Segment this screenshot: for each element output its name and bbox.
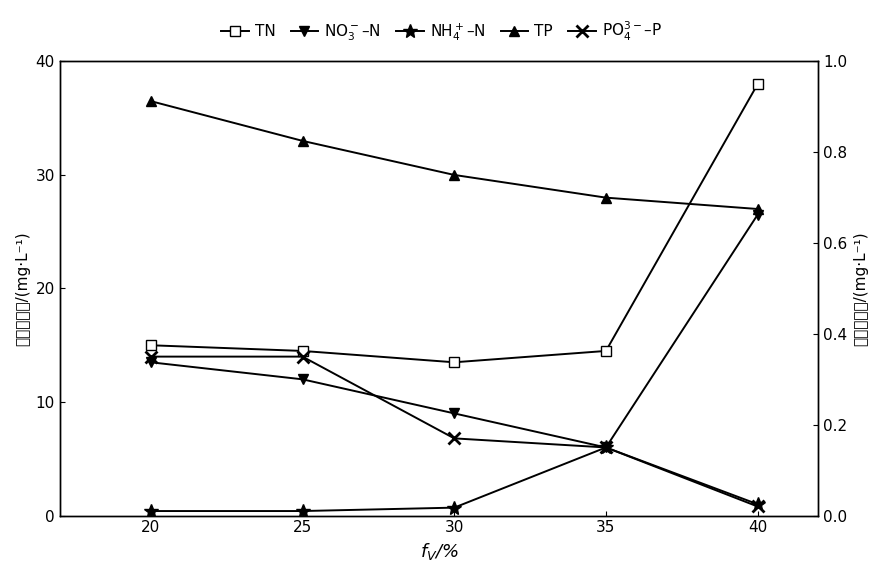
- NO$_3^-$–N: [449, 410, 459, 417]
- Line: NO$_3^-$–N: NO$_3^-$–N: [146, 210, 763, 452]
- NH$_4^+$–N: [449, 504, 459, 511]
- NO$_3^-$–N: [298, 376, 308, 383]
- TP: [449, 171, 459, 178]
- Y-axis label: 出水氮浓度/(mg·L⁻¹): 出水氮浓度/(mg·L⁻¹): [15, 231, 30, 346]
- PO$_4^{3-}$–P: [298, 353, 308, 360]
- NO$_3^-$–N: [600, 444, 611, 451]
- Y-axis label: 出水磷浓度/(mg·L⁻¹): 出水磷浓度/(mg·L⁻¹): [853, 231, 868, 346]
- Line: PO$_4^{3-}$–P: PO$_4^{3-}$–P: [145, 350, 764, 513]
- Line: TN: TN: [146, 79, 763, 367]
- TP: [752, 205, 763, 212]
- NH$_4^+$–N: [146, 508, 156, 515]
- PO$_4^{3-}$–P: [146, 353, 156, 360]
- TN: [449, 359, 459, 366]
- NH$_4^+$–N: [752, 501, 763, 508]
- PO$_4^{3-}$–P: [600, 444, 611, 451]
- X-axis label: $f_{V}$/%: $f_{V}$/%: [419, 541, 458, 562]
- TP: [298, 137, 308, 144]
- Legend: TN, NO$_3^-$–N, NH$_4^+$–N, TP, PO$_4^{3-}$–P: TN, NO$_3^-$–N, NH$_4^+$–N, TP, PO$_4^{3…: [215, 13, 668, 49]
- TN: [298, 347, 308, 354]
- Line: TP: TP: [146, 96, 763, 214]
- TN: [752, 81, 763, 88]
- TN: [146, 342, 156, 349]
- NH$_4^+$–N: [600, 444, 611, 451]
- Line: NH$_4^+$–N: NH$_4^+$–N: [144, 440, 765, 518]
- PO$_4^{3-}$–P: [449, 435, 459, 442]
- PO$_4^{3-}$–P: [752, 503, 763, 510]
- NO$_3^-$–N: [752, 211, 763, 218]
- TP: [146, 98, 156, 104]
- NH$_4^+$–N: [298, 508, 308, 515]
- TP: [600, 194, 611, 201]
- NO$_3^-$–N: [146, 359, 156, 366]
- TN: [600, 347, 611, 354]
